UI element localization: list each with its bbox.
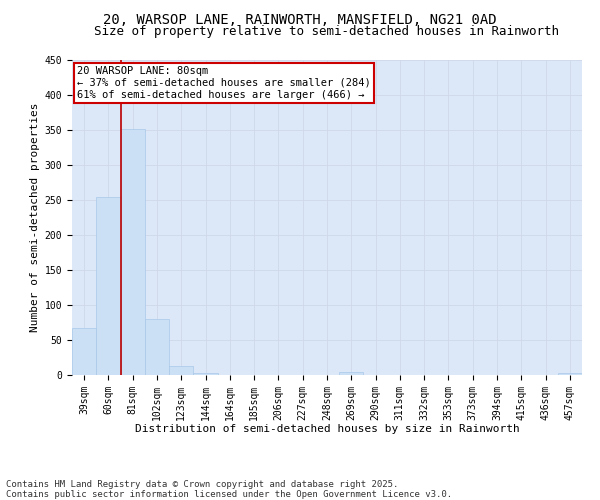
Bar [72,328,96,375]
Text: 20 WARSOP LANE: 80sqm
← 37% of semi-detached houses are smaller (284)
61% of sem: 20 WARSOP LANE: 80sqm ← 37% of semi-deta… [77,66,371,100]
Bar [169,366,193,375]
Text: Contains HM Land Registry data © Crown copyright and database right 2025.
Contai: Contains HM Land Registry data © Crown c… [6,480,452,499]
Bar [558,373,582,375]
Bar [193,373,218,375]
Bar [145,319,169,375]
Title: Size of property relative to semi-detached houses in Rainworth: Size of property relative to semi-detach… [95,25,560,38]
Bar [121,128,145,375]
Y-axis label: Number of semi-detached properties: Number of semi-detached properties [31,103,40,332]
Bar [96,196,121,375]
Text: 20, WARSOP LANE, RAINWORTH, MANSFIELD, NG21 0AD: 20, WARSOP LANE, RAINWORTH, MANSFIELD, N… [103,12,497,26]
Bar [339,372,364,375]
X-axis label: Distribution of semi-detached houses by size in Rainworth: Distribution of semi-detached houses by … [134,424,520,434]
